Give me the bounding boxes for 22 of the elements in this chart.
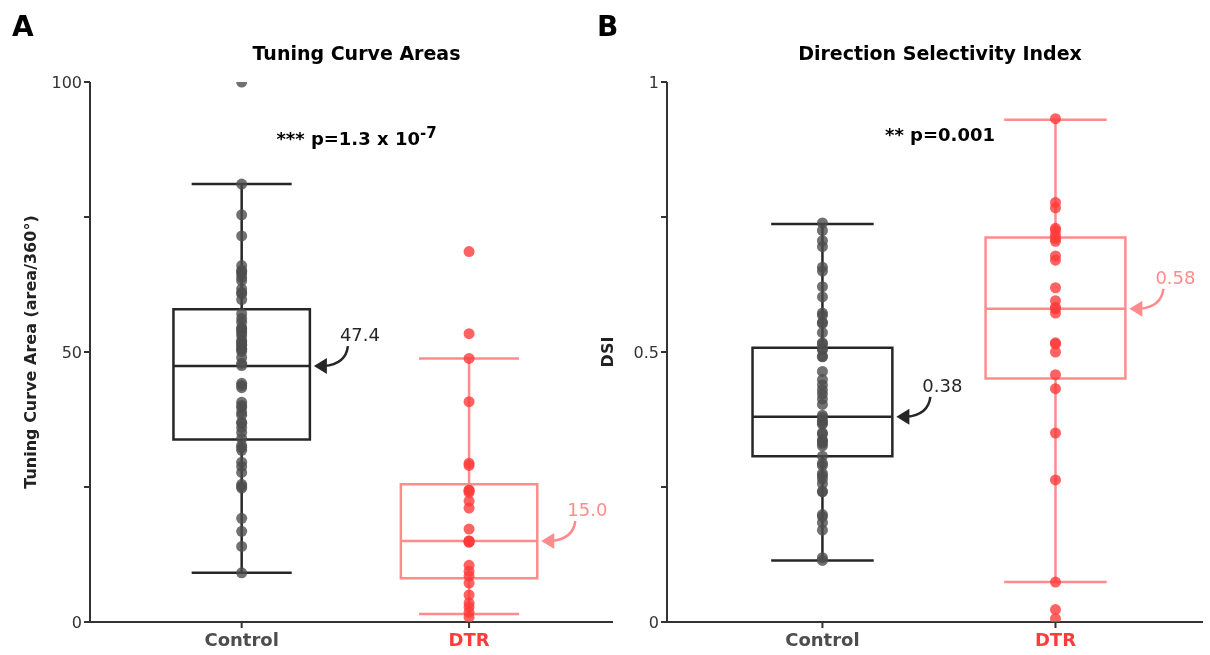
y-tick-label: 1: [648, 72, 659, 92]
x-tick-label: Control: [204, 629, 279, 650]
text: A: [12, 10, 34, 43]
chart-title: Direction Selectivity Index: [797, 42, 1083, 64]
y-tick-label: 50: [61, 342, 82, 362]
x-tick-label: DTR: [1034, 629, 1077, 650]
annotation: 0.58: [1155, 266, 1196, 288]
x-tick-label: Control: [785, 629, 860, 650]
annotation: *** p=1.3 x 10$^{-7}$: [275, 124, 438, 149]
y-tick-label: 0: [71, 612, 82, 632]
y-axis-title: DSI: [597, 336, 617, 368]
y-tick-label: 0.5: [633, 342, 659, 362]
chart-title: Tuning Curve Areas: [251, 42, 462, 64]
y-axis-title: Tuning Curve Area (area/360°): [20, 215, 40, 489]
annotation: 0.38: [922, 374, 963, 396]
text: B: [597, 10, 619, 43]
x-tick-label: DTR: [448, 629, 490, 650]
annotation: 15.0: [567, 499, 608, 520]
y-tick-label: 0: [648, 612, 659, 632]
annotation: 47.4: [339, 324, 380, 346]
annotation: ** p=0.001: [884, 124, 996, 145]
y-tick-label: 100: [51, 72, 82, 92]
